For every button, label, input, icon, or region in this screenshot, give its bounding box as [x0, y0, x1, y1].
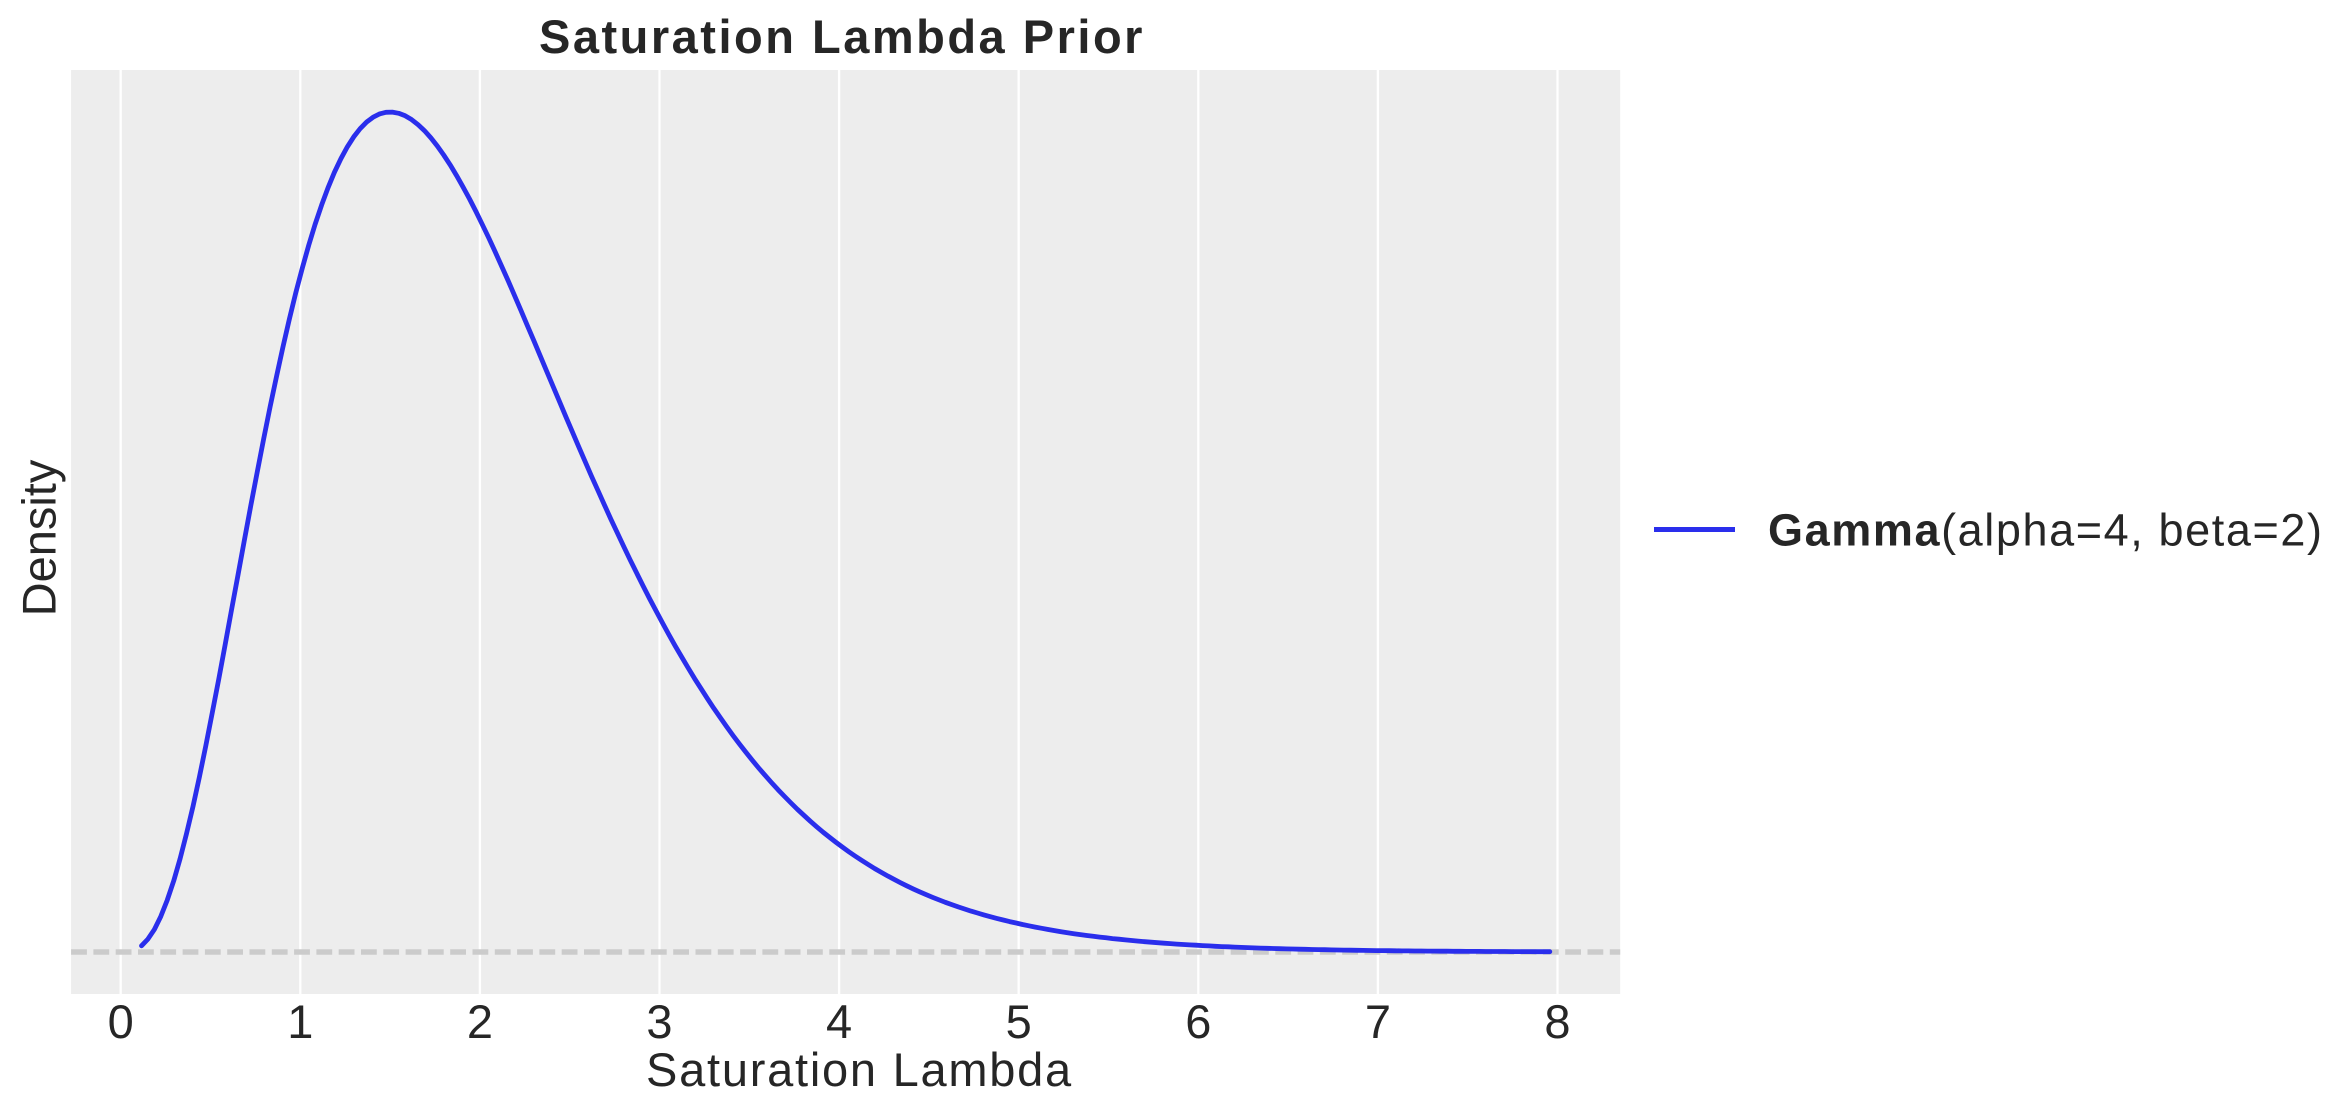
svg-text:Gamma(alpha=4, beta=2): Gamma(alpha=4, beta=2): [1768, 505, 2324, 556]
svg-text:Density: Density: [13, 459, 66, 616]
svg-text:2: 2: [467, 995, 493, 1048]
svg-text:1: 1: [287, 995, 313, 1048]
svg-text:6: 6: [1185, 995, 1211, 1048]
svg-text:Saturation Lambda Prior: Saturation Lambda Prior: [539, 10, 1145, 63]
svg-text:8: 8: [1544, 995, 1570, 1048]
svg-text:Saturation Lambda: Saturation Lambda: [646, 1043, 1073, 1096]
svg-text:5: 5: [1006, 995, 1032, 1048]
svg-text:7: 7: [1365, 995, 1391, 1048]
svg-text:4: 4: [826, 995, 852, 1048]
svg-text:3: 3: [646, 995, 672, 1048]
svg-text:0: 0: [108, 995, 134, 1048]
